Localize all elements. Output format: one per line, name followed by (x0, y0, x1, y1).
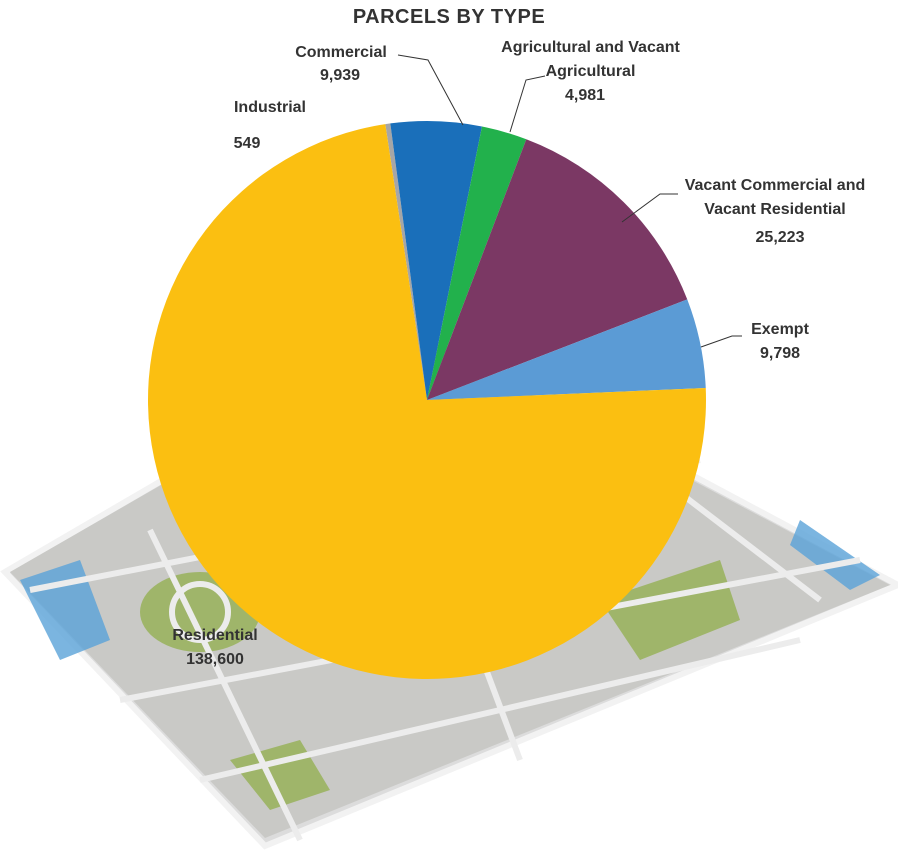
pie-slice (427, 126, 527, 400)
slice-value-label: 4,981 (564, 87, 606, 104)
slice-value-label: 138,600 (186, 651, 244, 668)
slice-value-label: 549 (233, 135, 261, 152)
slice-name-label: Commercial (295, 44, 387, 61)
pie-slice (427, 299, 706, 400)
slice-name-label: Vacant Commercial and Vacant Residential (684, 177, 866, 218)
slice-name-label: Residential (172, 627, 258, 644)
chart-title: PARCELS BY TYPE (352, 6, 546, 28)
slice-name-label: Industrial (233, 99, 306, 116)
slice-name-label: Exempt (751, 321, 809, 338)
slice-value-label: 25,223 (755, 229, 805, 246)
slice-value-label: 9,798 (759, 345, 801, 362)
pie-slice (427, 139, 688, 400)
slice-name-label: Agricultural and Vacant Agricultural (501, 39, 680, 80)
slice-value-label: 9,939 (319, 67, 361, 84)
pie-slice (148, 124, 706, 680)
leader-lines (397, 54, 742, 348)
pie-slice (390, 120, 482, 400)
pie-slice (385, 123, 427, 401)
